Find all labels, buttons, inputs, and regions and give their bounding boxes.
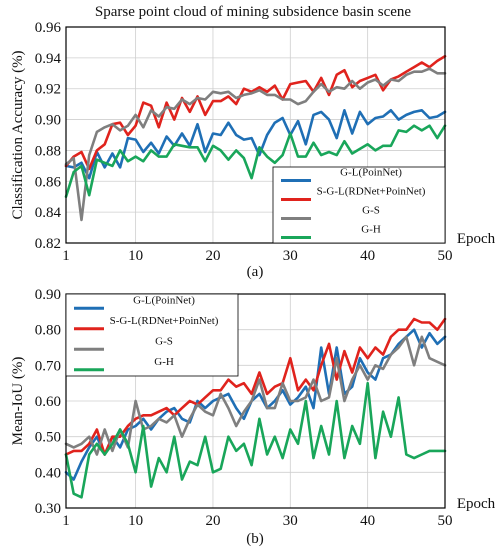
chart-b-xlabel: Epoch: [457, 496, 495, 512]
chart-a-series-g-h: [64, 124, 447, 198]
chart-b-xtick-label: 50: [438, 513, 453, 529]
chart-b-series-g-h: [64, 381, 447, 499]
chart-a-ylabel: Classification Accuracy (%): [10, 50, 26, 219]
chart-a-ytick-label: 0.94: [35, 51, 62, 67]
chart-a-subtitle: (a): [247, 264, 264, 280]
chart-b-ytick-label: 0.70: [35, 358, 61, 374]
chart-b-ytick-label: 0.60: [35, 394, 61, 410]
chart-b-xtick-label: 40: [360, 513, 375, 529]
chart-a-xlabel: Epoch: [457, 231, 495, 247]
chart-a-legend-label: G-L(PoinNet): [340, 167, 402, 179]
chart-b-plot-frame: [65, 293, 446, 509]
chart-b-xtick-label: 30: [283, 513, 298, 529]
chart-a-legend-label: G-H: [361, 224, 381, 236]
chart-a-series-g-s: [64, 67, 447, 222]
chart-a-series-g-l-poinnet: [64, 109, 447, 180]
chart-b-ytick-label: 0.90: [35, 287, 61, 303]
chart-b-legend-box: [65, 293, 239, 377]
chart-b-series-g-l-poinnet: [64, 328, 447, 481]
chart-b-xtick-label: 10: [128, 513, 143, 529]
chart-a-legend: G-L(PoinNet) S-G-L(RDNet+PoinNet) G-S G-H: [272, 167, 446, 244]
chart-a-legend-label: G-S: [362, 205, 380, 217]
chart-b-series-g-s: [64, 335, 447, 456]
chart-a-xtick-label: 10: [128, 248, 143, 264]
chart-a: 0.82 0.84 0.86 0.88 0.90 0.92 0.94 0.96 1 10 20 30 4…: [10, 20, 495, 264]
chart-a-xtick-label: 1: [62, 248, 70, 264]
chart-b-legend-label: G-L(PoinNet): [133, 294, 195, 306]
chart-b-legend-label: S-G-L(RDNet+PoinNet): [110, 315, 219, 327]
chart-a-ytick-label: 0.96: [35, 20, 62, 36]
chart-b-legend: G-L(PoinNet) S-G-L(RDNet+PoinNet) G-S G-H: [65, 293, 239, 377]
chart-a-ytick-label: 0.82: [35, 236, 61, 252]
chart-a-plot-frame: [65, 26, 446, 244]
chart-b-legend-label: G-H: [154, 356, 174, 368]
chart-b-xtick-label: 20: [205, 513, 220, 529]
chart-a-xtick-label: 50: [438, 248, 453, 264]
chart-b-legend-label: G-S: [155, 335, 173, 347]
chart-title: Sparse point cloud of mining subsidence …: [95, 4, 412, 20]
chart-a-ytick-label: 0.86: [35, 174, 62, 190]
chart-b-xtick-label: 1: [62, 513, 70, 529]
chart-a-ytick-label: 0.90: [35, 113, 61, 129]
chart-b-subtitle: (b): [246, 531, 264, 547]
chart-a-legend-label: S-G-L(RDNet+PoinNet): [317, 186, 426, 198]
chart-a-ytick-label: 0.88: [35, 143, 61, 159]
chart-a-xtick-label: 20: [205, 248, 220, 264]
chart-b-ylabel: Mean-IoU (%): [10, 357, 26, 446]
chart-b-ytick-label: 0.40: [35, 465, 61, 481]
chart-b-ytick-label: 0.30: [35, 501, 61, 517]
chart-a-xtick-label: 30: [283, 248, 298, 264]
chart-b-series-s-g-l-rdnet-poinnet: [64, 317, 447, 456]
chart-a-ytick-label: 0.84: [35, 205, 62, 221]
chart-b-ytick-label: 0.50: [35, 430, 61, 446]
chart-a-series-s-g-l-rdnet-poinnet: [64, 54, 447, 171]
chart-b: 0.30 0.40 0.50 0.60 0.70 0.80 0.90 1 10 20 30 40 50 M…: [10, 287, 495, 529]
chart-b-ytick-label: 0.80: [35, 323, 61, 339]
chart-a-xtick-label: 40: [360, 248, 375, 264]
chart-a-ytick-label: 0.92: [35, 82, 61, 98]
